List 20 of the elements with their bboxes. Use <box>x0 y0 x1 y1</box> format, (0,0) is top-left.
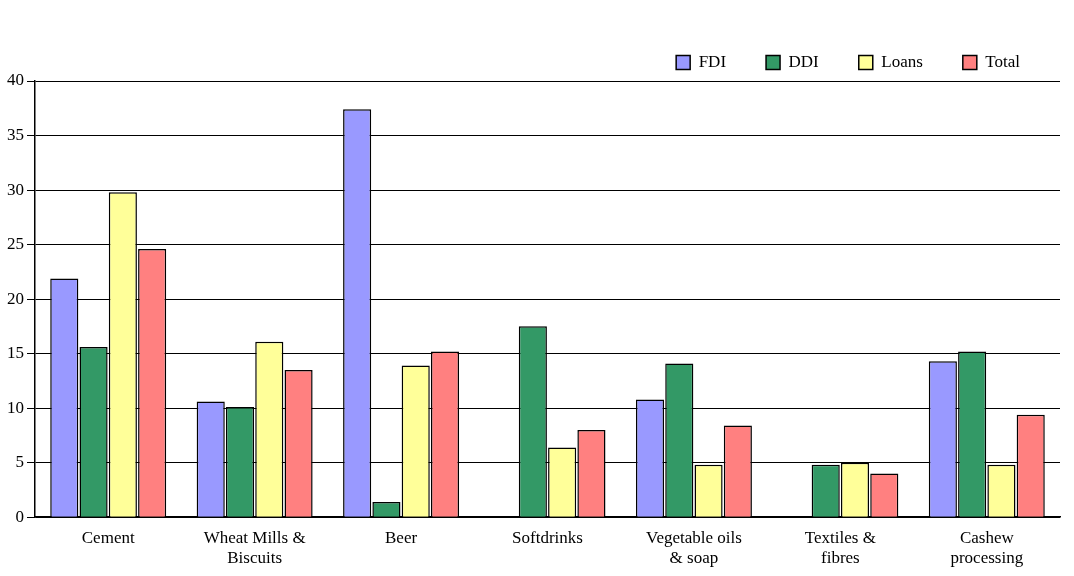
y-tick-label: 10 <box>7 397 24 417</box>
y-tick-label: 40 <box>7 70 24 90</box>
x-tick-label: Wheat Mills & Biscuits <box>203 527 306 568</box>
y-tick-label: 35 <box>7 124 24 144</box>
x-tick-label: Softdrinks <box>512 527 583 547</box>
y-tick-label: 5 <box>15 452 24 472</box>
y-tick-label: 15 <box>7 343 24 363</box>
legend-label: DDI <box>788 51 820 71</box>
x-tick-label: Vegetable oils & soap <box>646 527 742 568</box>
y-tick-label: 30 <box>7 179 24 199</box>
x-tick-label: Cement <box>81 527 135 547</box>
legend-label: Loans <box>881 51 923 71</box>
legend-label: FDI <box>698 51 727 71</box>
x-tick-label: Textiles & fibres <box>804 527 876 568</box>
x-tick-label: Beer <box>385 527 418 547</box>
y-tick-label: 25 <box>7 234 24 254</box>
y-tick-label: 0 <box>15 506 24 526</box>
legend-label: Total <box>985 51 1021 71</box>
y-tick-label: 20 <box>7 288 24 308</box>
x-tick-label: Cashew processing <box>950 527 1024 568</box>
